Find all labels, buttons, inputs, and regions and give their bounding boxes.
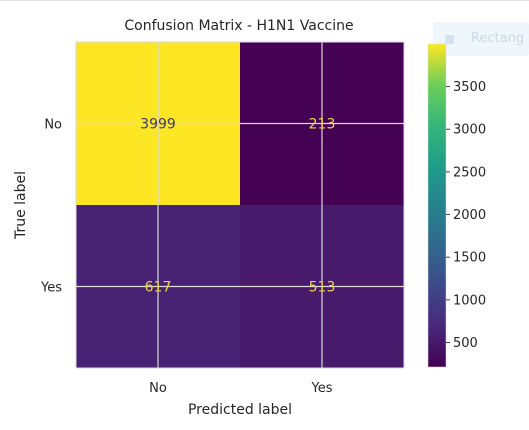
colorbar-tick-label: 2000	[453, 208, 486, 223]
cell-value-label: 513	[309, 280, 336, 296]
heatmap-cells	[76, 42, 404, 368]
colorbar-tick-label: 1500	[453, 251, 486, 266]
cell-value-label: 213	[309, 117, 336, 133]
grid-lines	[76, 42, 404, 368]
colorbar-ticks: 500 1000 1500 2000 2500 3000 3500	[446, 80, 486, 351]
y-tick-labels: No Yes	[40, 118, 62, 296]
cell-value-label: 3999	[140, 117, 176, 133]
cell-value-labels: 3999 213 617 513	[140, 117, 335, 296]
cell-value-label: 617	[145, 280, 172, 296]
x-tick-label: Yes	[311, 381, 333, 396]
chart-title: Confusion Matrix - H1N1 Vaccine	[124, 18, 353, 34]
colorbar-tick-label: 3000	[453, 123, 486, 138]
x-tick-labels: No Yes	[149, 381, 333, 396]
rectangle-tool-label: Rectang	[471, 31, 525, 46]
y-tick-label: Yes	[40, 281, 62, 296]
rectangle-icon	[445, 35, 454, 44]
colorbar	[427, 43, 447, 368]
y-axis-label: True label	[13, 171, 29, 240]
x-axis-label: Predicted label	[188, 402, 292, 418]
colorbar-tick-label: 1000	[453, 293, 486, 308]
x-tick-label: No	[149, 381, 167, 396]
plot-frame	[75, 41, 405, 369]
colorbar-tick-label: 3500	[453, 80, 486, 95]
y-tick-label: No	[44, 118, 62, 133]
window-top-border	[0, 0, 529, 1]
rectangle-tool-overlay[interactable]: Rectang	[433, 22, 529, 56]
colorbar-tick-label: 500	[453, 336, 478, 351]
colorbar-tick-label: 2500	[453, 165, 486, 180]
